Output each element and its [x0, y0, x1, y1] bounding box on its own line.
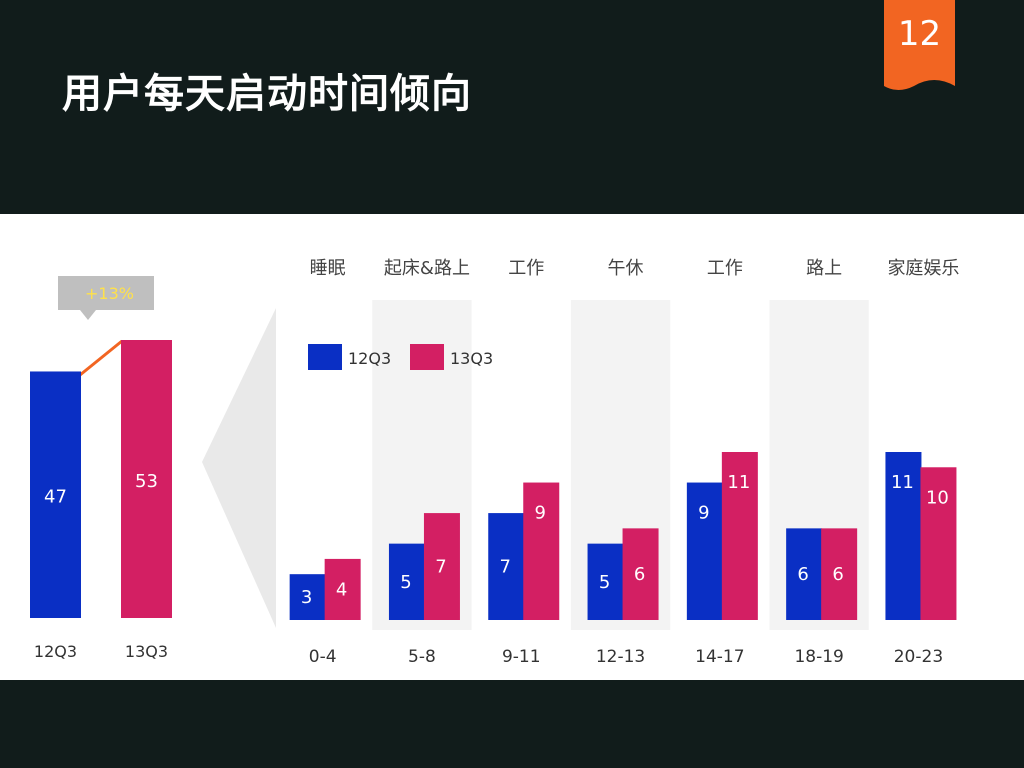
bar-label-13Q3-5-8: 7 — [435, 557, 446, 578]
bar-label-12Q3-18-19: 6 — [797, 564, 808, 585]
slide-title: 用户每天启动时间倾向 — [62, 71, 472, 117]
bar-label-13Q3-12-13: 6 — [634, 564, 645, 585]
bar-13Q3-18-19 — [821, 528, 858, 620]
bar-label-12Q3-9-11: 7 — [500, 557, 511, 578]
bar-12Q3-14-17 — [686, 482, 723, 620]
legend-label-13Q3: 13Q3 — [450, 349, 493, 368]
bar-label-13Q3-20-23: 10 — [926, 487, 949, 508]
bar-label-12Q3-5-8: 5 — [400, 572, 411, 593]
hourly-bars: 睡眠 0-4 3 4 起床&路上 5-8 5 7 工作 9-11 7 9 午休 12-13 5 6 工作 14-1… — [289, 258, 959, 667]
bar-label-12Q3-20-23: 11 — [891, 472, 914, 493]
bar-12Q3-0-4 — [289, 574, 326, 620]
page-number-badge — [884, 0, 955, 90]
bar-13Q3-5-8 — [423, 513, 460, 620]
bar-12Q3-20-23 — [885, 452, 922, 620]
total-bar-label-13Q3: 53 — [135, 471, 158, 492]
growth-callout-text: +13% — [85, 284, 134, 303]
legend-swatch-13Q3 — [410, 344, 444, 370]
bar-13Q3-14-17 — [721, 452, 758, 620]
bar-label-13Q3-14-17: 11 — [727, 472, 750, 493]
x-tick-label: 12-13 — [596, 647, 645, 667]
group-label: 家庭娱乐 — [887, 258, 959, 279]
growth-line — [79, 339, 123, 377]
bar-13Q3-12-13 — [622, 528, 659, 620]
bar-label-13Q3-0-4: 4 — [336, 579, 347, 600]
group-label: 工作 — [508, 258, 544, 279]
bar-13Q3-0-4 — [324, 558, 361, 620]
page-number: 12 — [897, 14, 942, 54]
zoom-funnel — [202, 308, 276, 628]
x-tick-label: 5-8 — [408, 647, 436, 667]
bar-label-12Q3-12-13: 5 — [599, 572, 610, 593]
bar-label-13Q3-18-19: 6 — [832, 564, 843, 585]
growth-callout: +13% — [58, 276, 154, 320]
group-label: 午休 — [608, 258, 644, 279]
total-x-tick-13Q3: 13Q3 — [125, 642, 168, 661]
group-label: 起床&路上 — [384, 258, 470, 279]
group-label: 工作 — [707, 258, 743, 279]
total-x-tick-12Q3: 12Q3 — [34, 642, 77, 661]
bar-12Q3-18-19 — [786, 528, 823, 620]
bar-label-12Q3-14-17: 9 — [698, 503, 709, 524]
group-label: 路上 — [806, 258, 842, 279]
bar-label-12Q3-0-4: 3 — [301, 587, 312, 608]
total-bar-label-12Q3: 47 — [44, 487, 67, 508]
bar-13Q3-9-11 — [523, 482, 560, 620]
bar-12Q3-5-8 — [388, 543, 425, 620]
total-bar-12Q3 — [30, 371, 81, 618]
bar-12Q3-9-11 — [488, 513, 525, 620]
bar-label-13Q3-9-11: 9 — [535, 503, 546, 524]
legend: 12Q3 13Q3 — [308, 344, 493, 370]
total-bar-13Q3 — [121, 340, 172, 618]
group-label: 睡眠 — [310, 258, 346, 279]
legend-label-12Q3: 12Q3 — [348, 349, 391, 368]
total-bars: 47 12Q3 53 13Q3 — [30, 340, 172, 661]
x-tick-label: 0-4 — [309, 647, 337, 667]
x-tick-label: 18-19 — [794, 647, 843, 667]
x-tick-label: 20-23 — [894, 647, 943, 667]
bar-12Q3-12-13 — [587, 543, 624, 620]
bar-13Q3-20-23 — [920, 467, 957, 620]
x-tick-label: 9-11 — [502, 647, 541, 667]
x-tick-label: 14-17 — [695, 647, 744, 667]
legend-swatch-12Q3 — [308, 344, 342, 370]
